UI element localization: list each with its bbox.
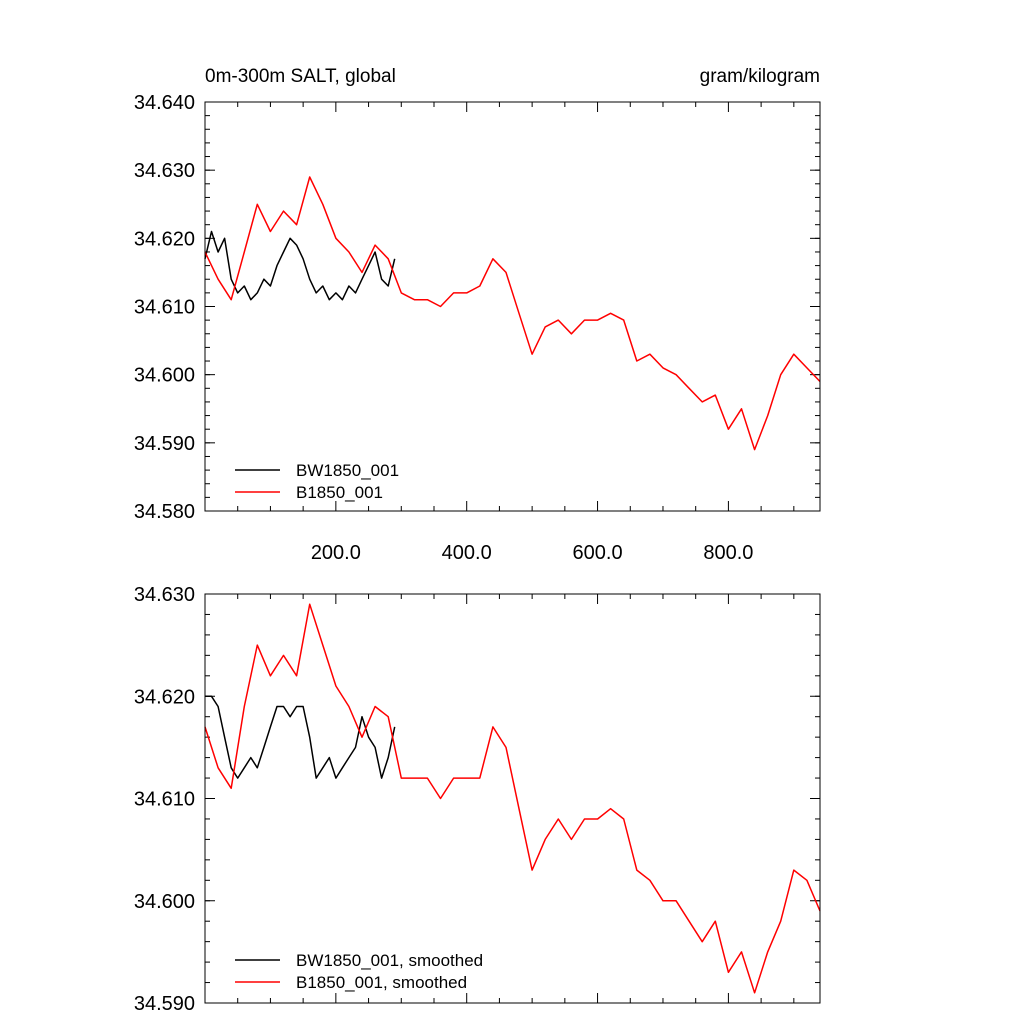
y-tick-label: 34.600 (134, 365, 195, 387)
series-line-b1850 (204, 176, 821, 451)
y-tick-label: 34.610 (134, 789, 195, 811)
bottom-panel-series (204, 603, 821, 994)
top-panel: 0m-300m SALT, global gram/kilogram 34.58… (134, 66, 821, 564)
series-line-bw1850 (205, 695, 396, 779)
bottom-panel: 34.590 34.600 34.610 34.620 34.630 BW1850_00… (134, 584, 821, 1015)
bottom-panel-legend: BW1850_001, smoothed B1850_001, smoothed (235, 951, 483, 992)
x-tick-label: 600.0 (573, 542, 623, 564)
y-tick-label: 34.580 (134, 501, 195, 523)
top-panel-frame (204, 101, 821, 512)
y-tick-label: 34.590 (134, 993, 195, 1015)
x-tick-label: 200.0 (311, 542, 361, 564)
y-tick-label: 34.620 (134, 228, 195, 250)
x-tick-label: 400.0 (442, 542, 492, 564)
bottom-panel-frame (204, 593, 821, 1004)
y-tick-label: 34.630 (134, 584, 195, 606)
bottom-panel-ticks: 34.590 34.600 34.610 34.620 34.630 (134, 584, 820, 1015)
series-line-bw1850 (204, 230, 396, 301)
y-tick-label: 34.620 (134, 686, 195, 708)
top-panel-series (204, 176, 821, 451)
series-line-b1850 (204, 603, 821, 994)
top-panel-units: gram/kilogram (700, 66, 820, 87)
y-tick-label: 34.640 (134, 92, 195, 114)
top-panel-legend: BW1850_001 B1850_001 (235, 461, 399, 502)
top-panel-ticks: 34.580 34.590 34.600 34.610 34.620 34.630 34.6… (134, 92, 820, 564)
legend-label-bw1850-smoothed: BW1850_001, smoothed (296, 951, 483, 970)
y-tick-label: 34.590 (134, 433, 195, 455)
y-tick-label: 34.630 (134, 160, 195, 182)
legend-label-b1850: B1850_001 (296, 483, 383, 502)
y-tick-label: 34.610 (134, 297, 195, 319)
top-panel-title: 0m-300m SALT, global (205, 66, 396, 87)
x-tick-label: 800.0 (703, 542, 753, 564)
legend-label-b1850-smoothed: B1850_001, smoothed (296, 973, 467, 992)
y-tick-label: 34.600 (134, 891, 195, 913)
legend-label-bw1850: BW1850_001 (296, 461, 399, 480)
